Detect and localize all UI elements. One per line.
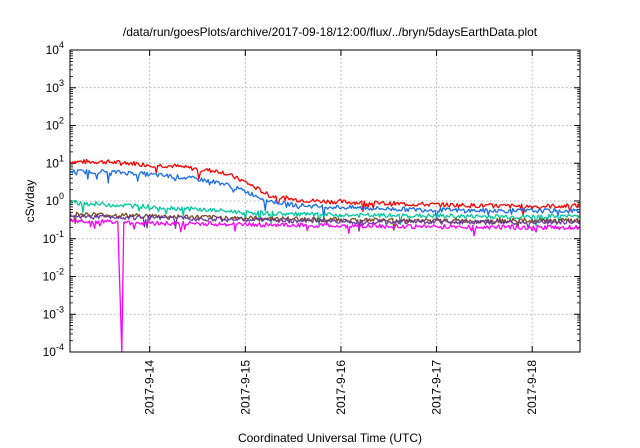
y-tick-label: 101 <box>46 153 64 170</box>
series-line-1 <box>70 158 580 217</box>
y-tick-label: 10-2 <box>43 267 64 284</box>
y-tick-label: 103 <box>46 78 64 95</box>
y-tick-label: 10-1 <box>43 229 64 246</box>
series-line-2 <box>70 169 580 220</box>
series-line-5 <box>70 214 580 232</box>
y-tick-labels: 104 103 102 101 100 10-1 10-2 10-3 10-4 <box>43 40 64 359</box>
series-line-6 <box>70 218 580 352</box>
y-tick-label: 10-3 <box>43 304 64 321</box>
x-axis-title: Coordinated Universal Time (UTC) <box>238 431 422 445</box>
plot-frame <box>69 49 581 353</box>
series-lines <box>70 158 580 352</box>
x-tick-label: 2017-9-18 <box>525 360 539 415</box>
chart-title: /data/run/goesPlots/archive/2017-09-18/1… <box>123 25 538 39</box>
y-tick-label: 104 <box>46 40 64 57</box>
series-line-3 <box>70 200 580 227</box>
x-tick-labels: 2017-9-14 2017-9-15 2017-9-16 2017-9-17 2017… <box>143 360 540 415</box>
y-tick-label: 10-4 <box>43 342 64 359</box>
y-tick-label: 100 <box>46 191 64 208</box>
x-tick-label: 2017-9-14 <box>143 360 157 415</box>
y-axis-title: cSv/day <box>23 180 37 223</box>
y-tick-label: 102 <box>46 116 64 133</box>
x-tick-label: 2017-9-17 <box>430 360 444 415</box>
grid-lines <box>70 49 580 353</box>
x-tick-label: 2017-9-15 <box>238 360 252 415</box>
x-tick-label: 2017-9-16 <box>334 360 348 415</box>
